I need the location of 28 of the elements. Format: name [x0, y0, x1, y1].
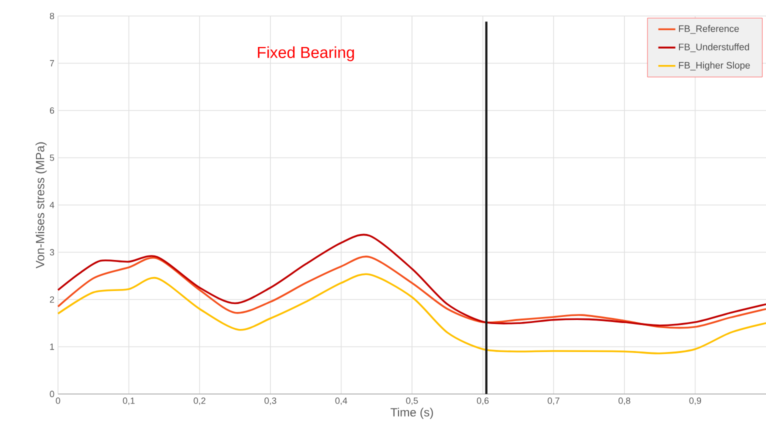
y-tick-label: 5	[50, 154, 54, 161]
y-tick-label: 7	[50, 60, 54, 66]
x-tick-label: 0,9	[689, 398, 702, 405]
x-tick-label: 0,7	[548, 398, 560, 405]
x-tick-label: 0,4	[335, 398, 348, 405]
y-tick-label: 1	[50, 344, 54, 350]
y-tick-label: 2	[50, 296, 54, 303]
x-tick-label: 0,2	[194, 398, 206, 405]
legend-label: FB_Reference	[679, 25, 739, 34]
x-tick-label: 0,1	[122, 398, 135, 405]
legend-label: FB_Understuffed	[679, 43, 749, 52]
x-axis-title: Time (s)	[390, 408, 433, 419]
x-tick-label: 0,6	[476, 398, 489, 405]
y-tick-label: 8	[50, 12, 54, 20]
y-tick-label: 3	[50, 249, 54, 256]
line-series	[57, 256, 766, 329]
y-tick-label: 6	[50, 107, 54, 114]
legend-label: FB_Higher Slope	[679, 62, 750, 71]
line-series	[57, 234, 766, 326]
x-tick-label: 0,3	[264, 398, 276, 405]
x-tick-label: 0,5	[406, 398, 418, 405]
line-series	[57, 273, 766, 354]
x-tick-label: 0,8	[618, 398, 630, 405]
y-tick-label: 4	[50, 202, 54, 208]
annotation: Fixed Bearing	[258, 46, 354, 62]
y-tick-label: 0	[50, 390, 54, 398]
y-axis-title: Von-Mises stress (MPa)	[36, 142, 47, 268]
x-tick-label: 0	[56, 398, 60, 404]
